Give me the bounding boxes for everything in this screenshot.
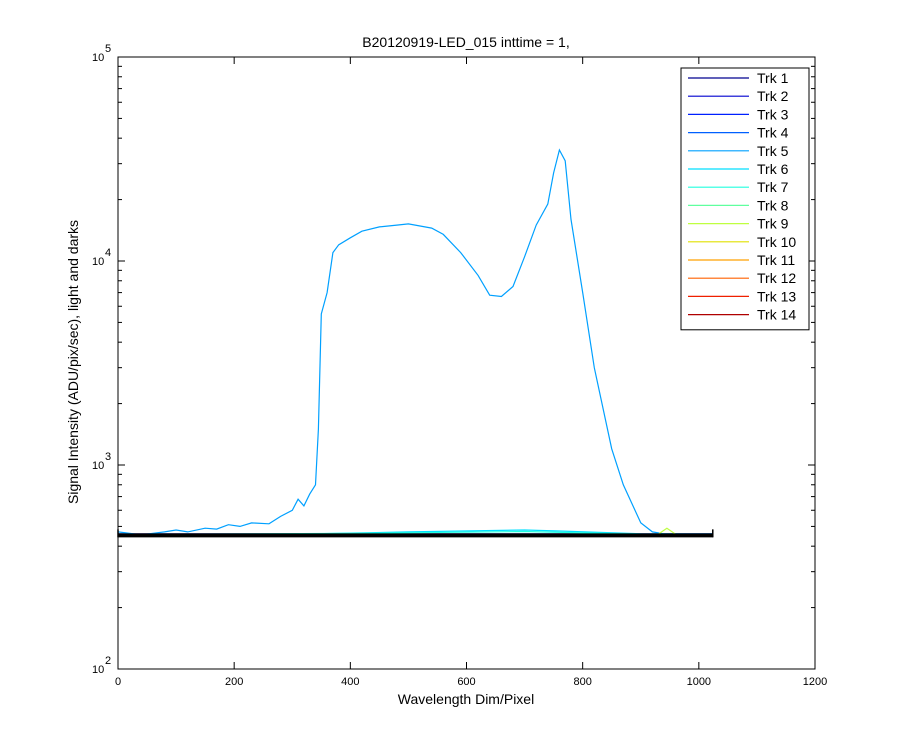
legend-label: Trk 7 <box>757 179 789 195</box>
y-tick-label: 10 <box>92 460 104 472</box>
x-tick-label: 800 <box>573 676 591 688</box>
y-tick-label: 10 <box>92 664 104 676</box>
y-tick-label: 10 <box>92 256 104 268</box>
legend-label: Trk 8 <box>757 197 789 213</box>
legend-label: Trk 12 <box>757 270 796 286</box>
legend-label: Trk 9 <box>757 216 789 232</box>
y-tick-label: 10 <box>92 52 104 64</box>
x-tick-label: 1200 <box>803 676 827 688</box>
y-tick-exponent: 4 <box>105 247 111 259</box>
legend-label: Trk 14 <box>757 307 796 323</box>
legend-label: Trk 11 <box>757 252 795 268</box>
legend-label: Trk 3 <box>757 106 789 122</box>
y-tick-exponent: 5 <box>105 43 111 55</box>
x-tick-label: 400 <box>341 676 359 688</box>
legend: Trk 1 Trk 2 Trk 3 Trk 4 Trk 5 Trk 6 Trk 7 Trk 8… <box>680 67 810 331</box>
y-tick-exponent: 3 <box>105 451 111 463</box>
legend-label: Trk 10 <box>757 234 796 250</box>
x-axis-ticks: 0 200 400 600 800 1000 1200 <box>115 57 827 688</box>
plot-marks <box>117 148 714 538</box>
legend-label: Trk 2 <box>757 88 789 104</box>
legend-label: Trk 1 <box>757 70 789 86</box>
series-line-trk-5 <box>117 148 713 536</box>
chart-title: B20120919-LED_015 inttime = 1, <box>362 34 569 50</box>
x-axis-label: Wavelength Dim/Pixel <box>398 691 534 707</box>
legend-label: Trk 4 <box>757 125 789 141</box>
x-tick-label: 600 <box>457 676 475 688</box>
legend-label: Trk 13 <box>757 288 796 304</box>
legend-label: Trk 5 <box>757 143 789 159</box>
legend-box <box>680 67 810 331</box>
legend-label: Trk 6 <box>757 161 789 177</box>
x-tick-label: 0 <box>115 676 121 688</box>
x-tick-label: 200 <box>225 676 243 688</box>
y-axis-label: Signal Intensity (ADU/pix/sec), light an… <box>65 220 81 504</box>
y-tick-exponent: 2 <box>105 655 111 667</box>
x-tick-label: 1000 <box>687 676 711 688</box>
